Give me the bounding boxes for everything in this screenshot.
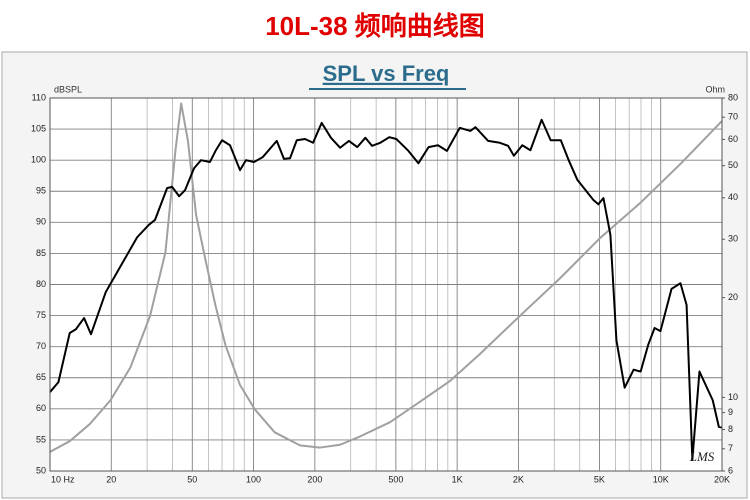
y-tick-label: 55 — [36, 434, 46, 444]
x-tick-label: 200 — [307, 474, 322, 484]
y2-tick-label: 9 — [728, 407, 733, 417]
y-tick-label: 70 — [36, 341, 46, 351]
series — [49, 102, 723, 461]
y2-tick-label: 70 — [728, 112, 738, 122]
y-tick-label: 95 — [36, 186, 46, 196]
y2-tick-label: 80 — [728, 92, 738, 102]
x-tick-label: 5K — [594, 474, 605, 484]
y-axis-label: dBSPL — [54, 84, 82, 94]
y2-tick-label: 50 — [728, 160, 738, 170]
y-tick-label: 100 — [31, 155, 46, 165]
plot-frame — [49, 97, 723, 472]
x-tick-label: 20K — [714, 474, 730, 484]
y2-tick-label: 40 — [728, 192, 738, 202]
y2-tick-label: 60 — [728, 134, 738, 144]
y2-tick-label: 10 — [728, 392, 738, 402]
y2-tick-label: 7 — [728, 443, 733, 453]
x-tick-label: 2K — [513, 474, 524, 484]
x-tick-label: 10K — [653, 474, 669, 484]
annotation: LMS — [689, 449, 715, 464]
y2-tick-label: 8 — [728, 424, 733, 434]
y-tick-label: 80 — [36, 279, 46, 289]
y2-tick-label: 6 — [728, 465, 733, 475]
series-line — [49, 118, 723, 461]
series-line — [49, 102, 723, 453]
y-tick-label: 85 — [36, 248, 46, 258]
x-tick-label: 100 — [246, 474, 261, 484]
x-tick-label: 20 — [106, 474, 116, 484]
y-tick-label: 105 — [31, 123, 46, 133]
y-tick-label: 110 — [32, 92, 46, 102]
y2-tick-label: 30 — [728, 234, 738, 244]
y2-tick-label: 20 — [728, 292, 738, 302]
y-tick-label: 75 — [36, 310, 46, 320]
y-tick-label: 90 — [36, 217, 46, 227]
x-tick-label: 500 — [388, 474, 403, 484]
x-tick-label: 50 — [187, 474, 197, 484]
x-tick-label: 10 Hz — [51, 474, 75, 484]
y-tick-label: 65 — [36, 372, 46, 382]
y-tick-label: 50 — [36, 465, 46, 475]
chart-title: SPL vs Freq — [323, 61, 450, 86]
page-title: 10L-38 频响曲线图 — [265, 11, 485, 41]
y2-axis-label: Ohm — [705, 84, 725, 94]
x-tick-label: 1K — [452, 474, 463, 484]
y-tick-label: 60 — [36, 403, 46, 413]
